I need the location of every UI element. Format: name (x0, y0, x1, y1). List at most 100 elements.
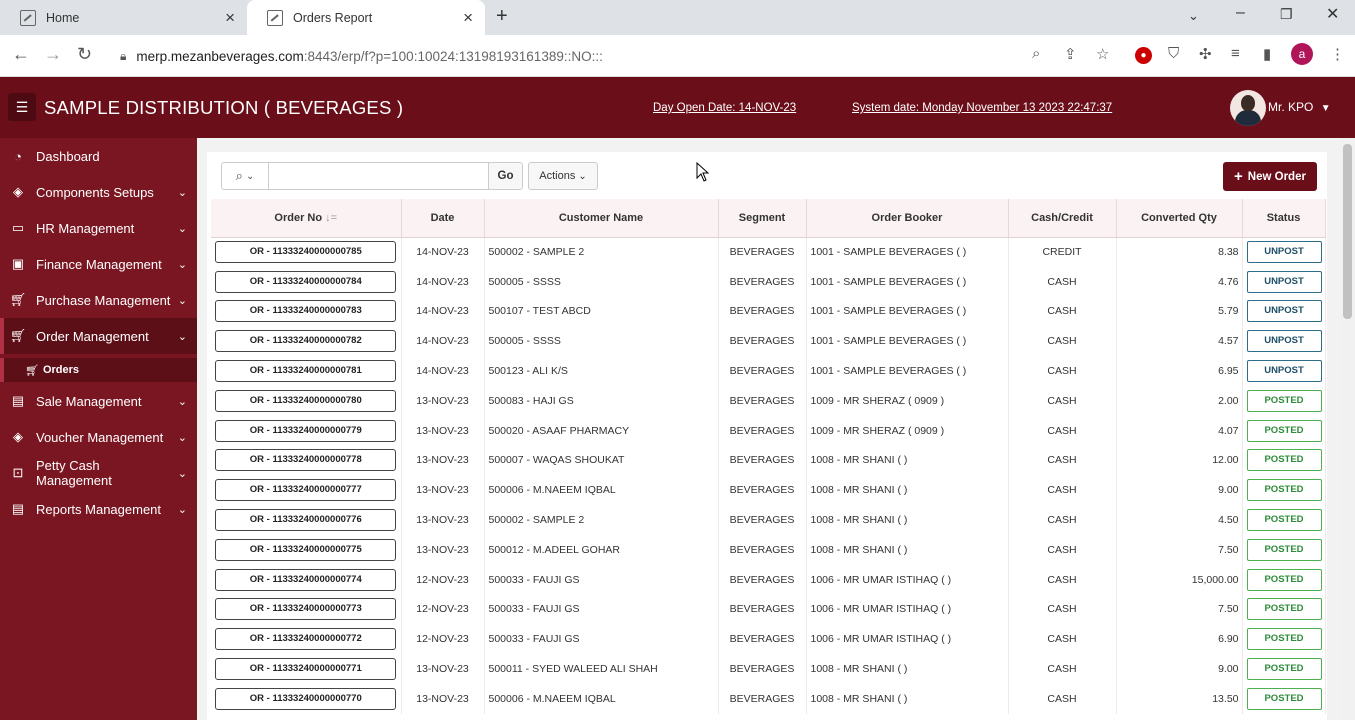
column-header-order-no[interactable]: Order No ↓= (211, 199, 402, 238)
window-close-icon[interactable]: ✕ (1326, 6, 1340, 23)
shield-icon[interactable]: ⛉ (1168, 45, 1180, 62)
cash-credit-cell: CASH (1008, 326, 1117, 357)
new-tab-icon[interactable]: + (496, 5, 508, 27)
status-cell: POSTED (1242, 683, 1326, 714)
date-cell: 12-NOV-23 (416, 633, 469, 646)
status-badge[interactable]: POSTED (1246, 658, 1322, 681)
order-number-button[interactable]: OR - 11333240000000775 (215, 538, 397, 561)
column-header-order-booker[interactable]: Order Booker (806, 199, 1009, 238)
customer-name-cell: 500002 - SAMPLE 2 (488, 514, 585, 527)
new-order-button[interactable]: + New Order (1223, 162, 1317, 191)
status-badge[interactable]: POSTED (1246, 538, 1322, 561)
sidebar-item-reports-management[interactable]: ▤ Reports Management ⌄ (0, 491, 197, 527)
media-queue-icon[interactable]: ≡ (1231, 45, 1240, 62)
day-open-date-link[interactable]: Day Open Date: 14-NOV-23 (653, 102, 797, 114)
order-number-button[interactable]: OR - 11333240000000772 (215, 628, 397, 651)
column-header-status[interactable]: Status (1242, 199, 1326, 238)
extension-red-icon[interactable]: ● (1135, 47, 1152, 64)
status-badge[interactable]: POSTED (1246, 598, 1322, 621)
scrollbar-thumb[interactable] (1343, 144, 1352, 319)
order-number-button[interactable]: OR - 11333240000000770 (215, 687, 397, 710)
order-number-button[interactable]: OR - 11333240000000776 (215, 509, 397, 532)
bookmark-star-icon[interactable]: ☆ (1096, 46, 1110, 63)
browser-tab-home[interactable]: Home × (0, 0, 247, 35)
share-icon[interactable]: ⇪ (1064, 46, 1077, 63)
sidebar-subitem-orders[interactable]: 🛒︎ Orders (0, 358, 197, 382)
order-number-button[interactable]: OR - 11333240000000774 (215, 568, 397, 591)
extensions-puzzle-icon[interactable]: ✣ (1199, 46, 1212, 63)
order-number-button[interactable]: OR - 11333240000000779 (215, 419, 397, 442)
order-number-button[interactable]: OR - 11333240000000785 (215, 241, 397, 264)
sidebar-item-petty-cash-management[interactable]: ⊡ Petty Cash Management ⌄ (0, 455, 197, 491)
restore-icon[interactable]: ❐ (1280, 6, 1293, 22)
mouse-cursor-icon (696, 162, 710, 182)
status-badge[interactable]: POSTED (1246, 568, 1322, 591)
status-badge[interactable]: POSTED (1246, 479, 1322, 502)
cash-credit-cell: CASH (1047, 305, 1077, 318)
sidebar-item-components-setups[interactable]: ◈ Components Setups ⌄ (0, 174, 197, 210)
actions-button[interactable]: Actions ⌄ (528, 162, 598, 190)
profile-avatar[interactable]: a (1291, 43, 1313, 65)
order-number-button[interactable]: OR - 11333240000000784 (215, 270, 397, 293)
status-badge[interactable]: UNPOST (1246, 270, 1322, 293)
sidebar-item-finance-management[interactable]: ▣ Finance Management ⌄ (0, 246, 197, 282)
browser-tab-orders-report[interactable]: Orders Report × (247, 0, 485, 35)
caret-down-icon: ▼ (1320, 103, 1331, 114)
more-menu-icon[interactable]: ⋮ (1330, 46, 1345, 63)
zoom-icon[interactable]: ⌕ (1032, 45, 1041, 62)
table-row: OR - 11333240000000770 13-NOV-23 500006 - … (211, 683, 1326, 714)
order-number-button[interactable]: OR - 11333240000000777 (215, 479, 397, 502)
menu-toggle-icon[interactable]: ☰ (8, 93, 36, 121)
order-number-button[interactable]: OR - 11333240000000778 (215, 449, 397, 472)
order-booker-cell: 1001 - SAMPLE BEVERAGES ( ) (806, 356, 1009, 386)
search-input[interactable] (268, 162, 489, 190)
order-number-button[interactable]: OR - 11333240000000783 (215, 300, 397, 323)
order-number-button[interactable]: OR - 11333240000000781 (215, 360, 397, 383)
sidebar-item-hr-management[interactable]: ▭ HR Management ⌄ (0, 210, 197, 246)
minimize-icon[interactable]: – (1236, 4, 1245, 21)
close-tab-icon[interactable]: × (463, 7, 473, 27)
order-number-button[interactable]: OR - 11333240000000773 (215, 598, 397, 621)
side-panel-icon[interactable]: ▮ (1263, 46, 1272, 63)
sidebar-item-sale-management[interactable]: ▤ Sale Management ⌄ (0, 383, 197, 419)
tab-search-icon[interactable]: ⌄ (1188, 8, 1199, 23)
sidebar-item-voucher-management[interactable]: ◈ Voucher Management ⌄ (0, 419, 197, 455)
page-scrollbar[interactable] (1340, 138, 1355, 720)
user-menu[interactable]: Mr. KPO ▼ (1268, 100, 1331, 114)
status-badge[interactable]: POSTED (1246, 509, 1322, 532)
segment-cell: BEVERAGES (729, 603, 795, 616)
close-tab-icon[interactable]: × (225, 7, 235, 27)
forward-icon[interactable]: → (44, 44, 62, 64)
status-badge[interactable]: POSTED (1246, 628, 1322, 651)
back-icon[interactable]: ← (12, 44, 30, 64)
segment-cell: BEVERAGES (729, 335, 795, 348)
status-badge[interactable]: POSTED (1246, 389, 1322, 412)
user-name: Mr. KPO (1268, 100, 1314, 114)
column-header-date[interactable]: Date (401, 199, 485, 238)
order-number-button[interactable]: OR - 11333240000000782 (215, 330, 397, 353)
column-header-cash-credit[interactable]: Cash/Credit (1008, 199, 1117, 238)
search-column-select[interactable]: ⌕ ⌄ (221, 162, 268, 190)
user-avatar[interactable] (1230, 90, 1266, 126)
status-badge[interactable]: UNPOST (1246, 330, 1322, 353)
status-cell: POSTED (1242, 415, 1326, 446)
order-number-button[interactable]: OR - 11333240000000771 (215, 658, 397, 681)
column-header-segment[interactable]: Segment (718, 199, 807, 238)
status-badge[interactable]: UNPOST (1246, 241, 1322, 264)
sidebar-item-purchase-management[interactable]: 🛒︎ Purchase Management ⌄ (0, 282, 197, 318)
sidebar-item-order-management[interactable]: 🛒︎ Order Management ⌄ (0, 318, 197, 354)
customer-name-cell: 500005 - SSSS (484, 266, 719, 297)
status-badge[interactable]: POSTED (1246, 687, 1322, 710)
url-field[interactable]: 🔒︎ merp.mezanbeverages.com:8443/erp/f?p=… (108, 40, 1020, 72)
status-badge[interactable]: UNPOST (1246, 360, 1322, 383)
system-date-link[interactable]: System date: Monday November 13 2023 22:… (852, 102, 1113, 114)
status-badge[interactable]: POSTED (1246, 419, 1322, 442)
column-header-customer-name[interactable]: Customer Name (484, 199, 719, 238)
sidebar-item-dashboard[interactable]: ◔ Dashboard (0, 138, 197, 174)
go-button[interactable]: Go (488, 162, 523, 190)
order-number-button[interactable]: OR - 11333240000000780 (215, 389, 397, 412)
reload-icon[interactable]: ↻ (77, 44, 93, 64)
column-header-converted-qty[interactable]: Converted Qty (1116, 199, 1243, 238)
status-badge[interactable]: POSTED (1246, 449, 1322, 472)
status-badge[interactable]: UNPOST (1246, 300, 1322, 323)
